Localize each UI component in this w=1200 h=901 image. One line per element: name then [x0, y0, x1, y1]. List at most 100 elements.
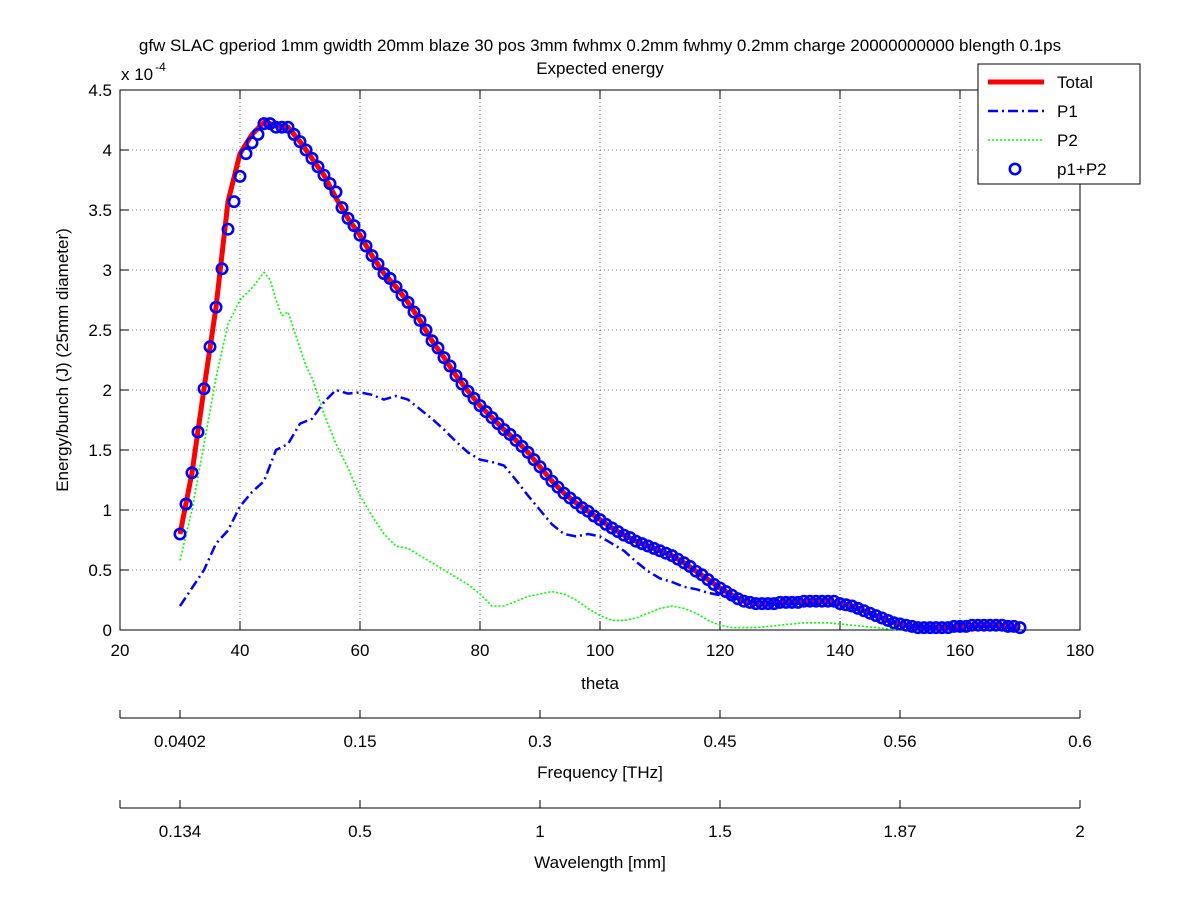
- data-point: [659, 546, 673, 560]
- data-point: [1013, 621, 1027, 635]
- secondary-tick-label: 0.5: [348, 822, 372, 841]
- data-point: [839, 598, 853, 612]
- data-point: [401, 295, 415, 309]
- data-point: [227, 195, 241, 209]
- secondary-tick-label: 0.15: [343, 732, 376, 751]
- data-point: [209, 300, 223, 314]
- data-point: [815, 594, 829, 608]
- data-point: [773, 595, 787, 609]
- data-point: [797, 594, 811, 608]
- legend-label: Total: [1057, 73, 1093, 92]
- data-point: [269, 120, 283, 134]
- data-point: [257, 117, 271, 131]
- data-point: [959, 619, 973, 633]
- x-tick-label: 140: [826, 641, 854, 660]
- legend-label: p1+P2: [1057, 160, 1107, 179]
- x-tick-label: 160: [946, 641, 974, 660]
- x-tick-label: 80: [471, 641, 490, 660]
- axis-ticks: 20 40 60 80 100 120 140 160 180 0 0.5 1 1.5 2 2.5 3 3.5 4…: [88, 81, 1094, 660]
- x-tick-label: 100: [586, 641, 614, 660]
- data-point: [767, 597, 781, 611]
- data-point: [731, 592, 745, 606]
- data-point: [329, 185, 343, 199]
- data-point: [347, 219, 361, 233]
- data-point: [449, 369, 463, 383]
- data-point: [989, 618, 1003, 632]
- legend-label: P2: [1057, 131, 1078, 150]
- series-p1-p2: [173, 117, 1027, 635]
- data-point: [743, 595, 757, 609]
- data-point: [833, 597, 847, 611]
- data-point: [761, 597, 775, 611]
- legend: Total P1 P2 p1+P2: [977, 63, 1141, 185]
- data-point: [179, 497, 193, 511]
- data-point: [905, 619, 919, 633]
- data-point: [899, 618, 913, 632]
- legend-marker: [1008, 162, 1022, 176]
- data-point: [389, 280, 403, 294]
- secondary-tick-label: 0.3: [528, 732, 552, 751]
- data-point: [215, 262, 229, 276]
- y-tick-label: 0: [103, 621, 112, 640]
- data-point: [749, 597, 763, 611]
- secondary-axis-label: Frequency [THz]: [537, 763, 663, 782]
- data-point: [923, 621, 937, 635]
- data-point: [995, 618, 1009, 632]
- data-point: [947, 619, 961, 633]
- data-point: [953, 619, 967, 633]
- secondary-tick-label: 0.56: [883, 732, 916, 751]
- data-point: [827, 594, 841, 608]
- data-point: [803, 594, 817, 608]
- data-point: [353, 228, 367, 242]
- legend-entry: P2: [988, 131, 1078, 150]
- y-axis-label: Energy/bunch (J) (25mm diameter): [53, 228, 72, 492]
- legend-entry: P1: [988, 102, 1078, 121]
- y-multiplier-base: x 10: [121, 65, 153, 84]
- data-point: [791, 595, 805, 609]
- legend-box: [977, 63, 1141, 185]
- data-point: [869, 609, 883, 623]
- data-point: [863, 606, 877, 620]
- data-point: [437, 351, 451, 365]
- y-multiplier-exponent: -4: [155, 60, 166, 74]
- data-point: [779, 595, 793, 609]
- data-point: [635, 537, 649, 551]
- data-point: [851, 601, 865, 615]
- data-point: [173, 527, 187, 541]
- data-point: [275, 120, 289, 134]
- data-point: [233, 169, 247, 183]
- y-tick-label: 1.5: [88, 441, 112, 460]
- chart-title: gfw SLAC gperiod 1mm gwidth 20mm blaze 3…: [139, 36, 1061, 55]
- y-tick-label: 3: [103, 261, 112, 280]
- data-point: [629, 534, 643, 548]
- x-axis-label: theta: [581, 674, 619, 693]
- data-point: [785, 595, 799, 609]
- data-point: [1001, 619, 1015, 633]
- data-point: [647, 541, 661, 555]
- legend-entry: p1+P2: [1008, 160, 1107, 179]
- x-tick-label: 60: [351, 641, 370, 660]
- x-tick-label: 180: [1066, 641, 1094, 660]
- data-point: [755, 597, 769, 611]
- data-point: [443, 359, 457, 373]
- data-point: [185, 466, 199, 480]
- data-point: [293, 135, 307, 149]
- y-tick-label: 4: [103, 141, 112, 160]
- data-point: [935, 621, 949, 635]
- data-point: [407, 305, 421, 319]
- data-point: [983, 618, 997, 632]
- y-tick-label: 1: [103, 501, 112, 520]
- data-point: [821, 594, 835, 608]
- data-point: [323, 177, 337, 191]
- data-point: [305, 151, 319, 165]
- data-point: [893, 617, 907, 631]
- grid-lines: [120, 90, 1080, 630]
- series-p1: [178, 388, 1020, 629]
- data-point: [965, 618, 979, 632]
- x-tick-label: 120: [706, 641, 734, 660]
- data-point: [371, 257, 385, 271]
- y-tick-label: 3.5: [88, 201, 112, 220]
